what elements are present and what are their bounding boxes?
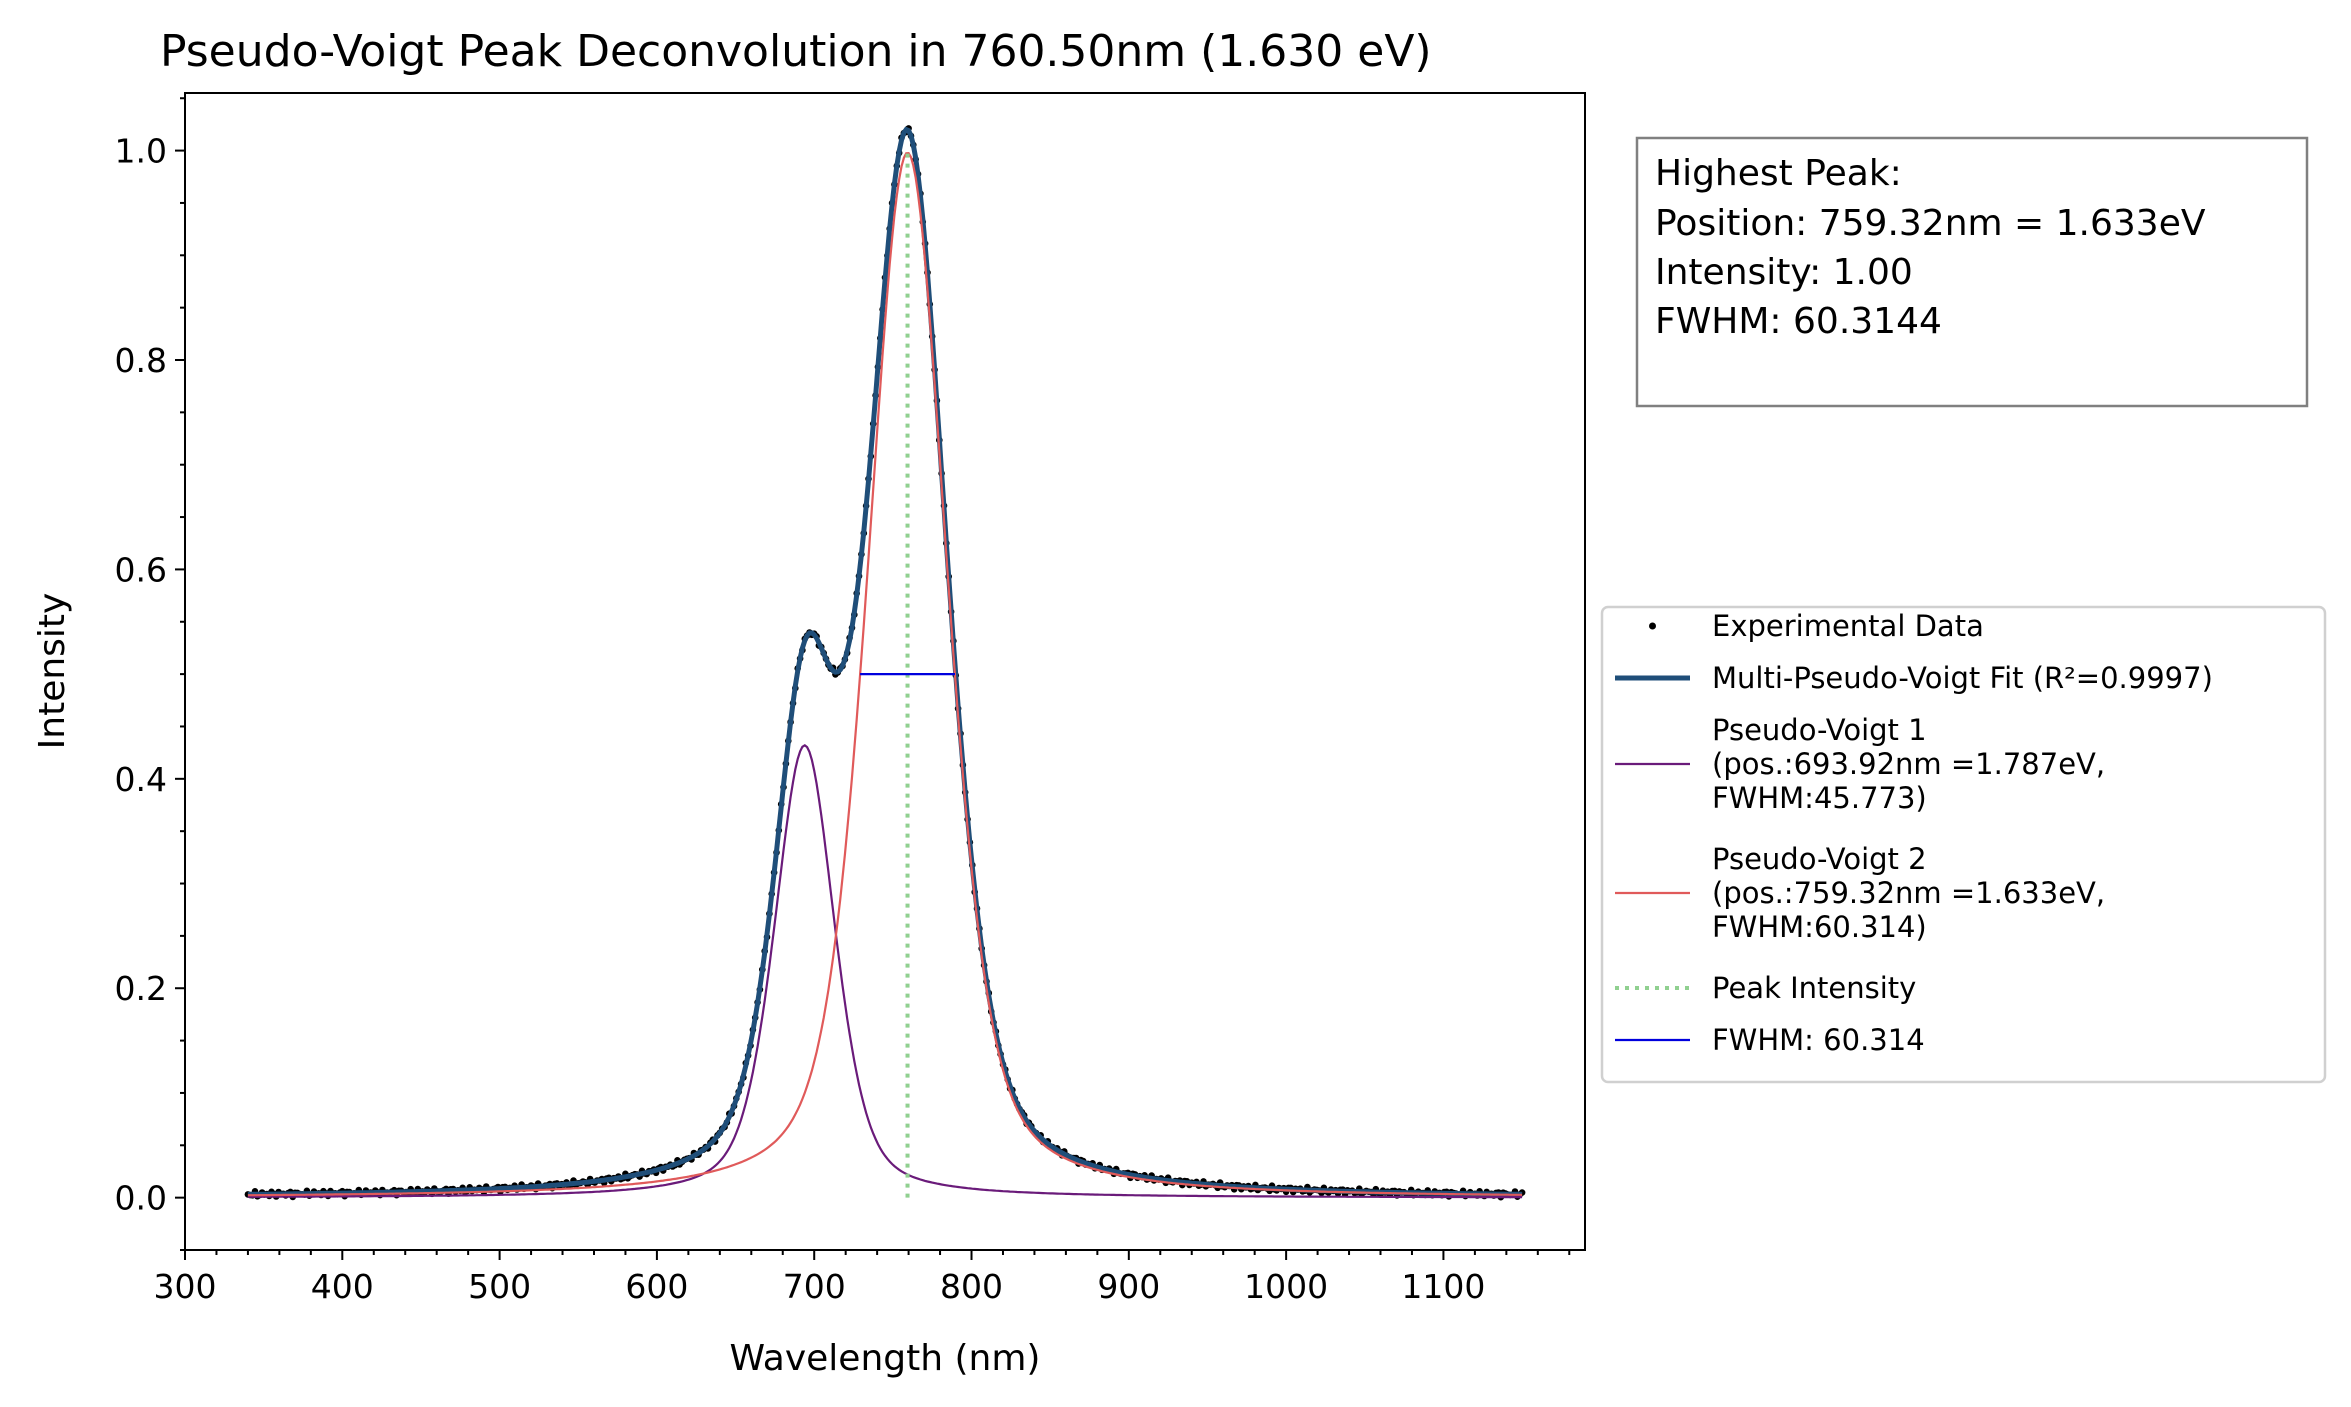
y-tick-label: 0.2 — [115, 969, 167, 1008]
legend-frame — [1600, 605, 2327, 1084]
info-box: Highest Peak: Position: 759.32nm = 1.633… — [1635, 136, 2309, 408]
x-tick-label: 700 — [783, 1267, 846, 1306]
legend-item: Pseudo-Voigt 1 (pos.:693.92nm =1.787eV, FW… — [1615, 713, 2105, 815]
legend-marker — [1649, 622, 1656, 630]
legend-label-line: FWHM: 60.314 — [1712, 1023, 1925, 1057]
legend-item: FWHM: 60.314 — [1615, 1023, 1925, 1057]
fit-line — [247, 126, 1523, 1197]
legend-label: Experimental Data — [1712, 609, 1984, 643]
x-tick-label: 600 — [625, 1267, 688, 1306]
pseudo-voigt-1-line — [247, 743, 1523, 1199]
legend-label-line: Peak Intensity — [1712, 971, 1916, 1005]
plot-frame — [184, 92, 1586, 1251]
legend-item: Pseudo-Voigt 2 (pos.:759.32nm =1.633eV, FW… — [1615, 842, 2105, 944]
legend-label-line: (pos.:693.92nm =1.787eV, — [1712, 747, 2105, 781]
x-axis: 300 400 500 600 700 800 900 1000 1100 — [154, 1250, 1571, 1306]
legend-item: Peak Intensity — [1615, 971, 1916, 1005]
y-axis-label: Intensity — [32, 593, 73, 750]
y-tick-label: 1.0 — [115, 132, 167, 171]
legend-label: Pseudo-Voigt 2 (pos.:759.32nm =1.633eV, FW… — [1712, 842, 2105, 944]
legend-label-line: Experimental Data — [1712, 609, 1984, 643]
legend: Experimental Data Multi-Pseudo-Voigt Fit … — [1600, 605, 2327, 1084]
legend-label-line: FWHM:45.773) — [1712, 781, 1927, 815]
info-line-fwhm: FWHM: 60.3144 — [1655, 301, 1942, 342]
legend-label: Peak Intensity — [1712, 971, 1916, 1005]
legend-label-line: Pseudo-Voigt 2 — [1712, 842, 1927, 876]
y-tick-label: 0.8 — [115, 341, 167, 380]
x-tick-label: 500 — [468, 1267, 531, 1306]
pseudo-voigt-2-line — [247, 151, 1523, 1197]
legend-label-line: (pos.:759.32nm =1.633eV, — [1712, 876, 2105, 910]
legend-label: Pseudo-Voigt 1 (pos.:693.92nm =1.787eV, FW… — [1712, 713, 2105, 815]
legend-label: FWHM: 60.314 — [1712, 1023, 1925, 1057]
legend-label: Multi-Pseudo-Voigt Fit (R²=0.9997) — [1712, 661, 2213, 695]
legend-label-line: Multi-Pseudo-Voigt Fit (R²=0.9997) — [1712, 661, 2213, 695]
chart-title: Pseudo-Voigt Peak Deconvolution in 760.5… — [160, 26, 1432, 77]
x-tick-label: 900 — [1097, 1267, 1160, 1306]
legend-label-line: FWHM:60.314) — [1712, 910, 1927, 944]
y-tick-label: 0.0 — [115, 1179, 167, 1218]
y-tick-label: 0.6 — [115, 550, 167, 589]
info-line-intensity: Intensity: 1.00 — [1655, 252, 1913, 293]
x-tick-label: 300 — [154, 1267, 217, 1306]
legend-item: Experimental Data — [1649, 609, 1984, 643]
x-tick-label: 1000 — [1244, 1267, 1328, 1306]
legend-item: Multi-Pseudo-Voigt Fit (R²=0.9997) — [1615, 661, 2213, 695]
x-tick-label: 400 — [311, 1267, 374, 1306]
x-tick-label: 1100 — [1401, 1267, 1485, 1306]
y-axis: 0.0 0.2 0.4 0.6 0.8 1.0 — [115, 97, 185, 1251]
plot-area — [244, 125, 1526, 1201]
info-line-position: Position: 759.32nm = 1.633eV — [1655, 203, 2206, 244]
x-axis-label: Wavelength (nm) — [730, 1338, 1041, 1379]
x-tick-label: 800 — [940, 1267, 1003, 1306]
info-line-heading: Highest Peak: — [1655, 153, 1902, 194]
legend-label-line: Pseudo-Voigt 1 — [1712, 713, 1927, 747]
y-tick-label: 0.4 — [115, 760, 167, 799]
